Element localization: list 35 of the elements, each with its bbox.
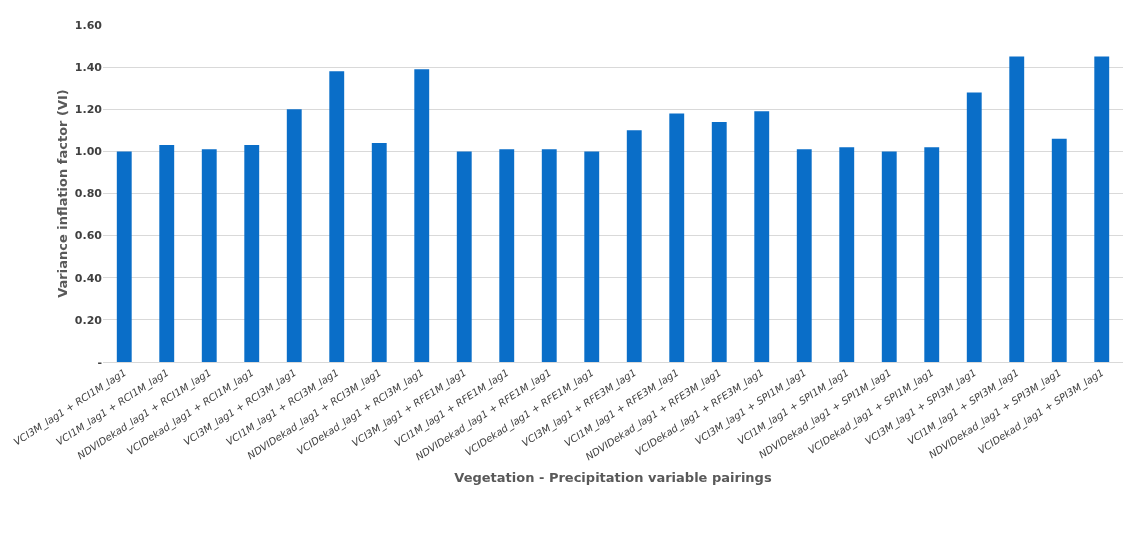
bar — [796, 149, 812, 362]
bar — [414, 69, 430, 362]
y-tick-label: - — [97, 355, 102, 369]
bar — [244, 145, 260, 362]
bar — [1051, 138, 1067, 362]
y-tick-label: 0.80 — [74, 187, 103, 201]
bar — [881, 151, 897, 362]
bar — [456, 151, 472, 362]
bar — [329, 71, 345, 362]
bar — [201, 149, 217, 362]
bar — [116, 151, 132, 362]
y-tick-label: 0.40 — [74, 271, 103, 285]
bar — [541, 149, 557, 362]
bar — [371, 142, 387, 362]
bar — [1009, 56, 1025, 362]
y-tick-label: 0.20 — [74, 313, 103, 327]
y-tick-label: 1.00 — [74, 145, 103, 159]
bar — [626, 130, 642, 362]
bar — [754, 111, 770, 362]
bar — [584, 151, 600, 362]
y-tick-label: 1.40 — [74, 60, 103, 74]
bar — [1094, 56, 1110, 362]
bar — [499, 149, 515, 362]
y-tick-label: 1.60 — [74, 18, 103, 32]
bar — [711, 121, 727, 362]
bar — [924, 147, 940, 362]
bar — [159, 145, 175, 362]
x-axis-title: Vegetation - Precipitation variable pairings — [454, 469, 772, 485]
y-tick-label: 0.60 — [74, 229, 103, 243]
bar — [839, 147, 855, 362]
bar — [286, 109, 302, 362]
y-tick-label: 1.20 — [74, 103, 103, 117]
bar — [966, 92, 982, 362]
y-axis-title: Variance inflation factor (VI) — [55, 89, 70, 298]
bar — [669, 113, 685, 362]
